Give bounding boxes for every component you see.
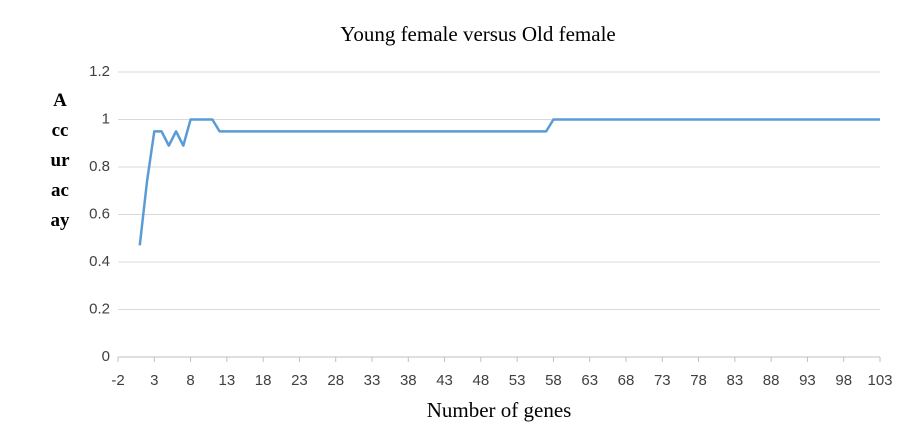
x-tick-label: 28	[327, 372, 344, 389]
x-tick-label: 3	[150, 372, 158, 389]
x-tick-label: 53	[509, 372, 526, 389]
x-tick-label: 58	[545, 372, 562, 389]
y-tick-label: 0.2	[89, 300, 110, 317]
x-axis-label: Number of genes	[427, 398, 572, 422]
data-line	[138, 118, 880, 246]
x-tick-label: 93	[799, 372, 816, 389]
x-tick-label: 33	[364, 372, 381, 389]
x-tick-label: 78	[690, 372, 707, 389]
x-tick-label: 18	[255, 372, 272, 389]
x-tick-label: 88	[763, 372, 780, 389]
y-tick-label: 0.6	[89, 205, 110, 222]
x-tick-label: 98	[835, 372, 852, 389]
x-tick-label: 73	[654, 372, 671, 389]
x-tick-label: -2	[111, 372, 124, 389]
y-axis-label: Accuracay	[50, 90, 70, 231]
y-tick-label: 1	[102, 110, 110, 127]
y-tick-label: 0.8	[89, 158, 110, 175]
x-tick-label: 103	[867, 372, 892, 389]
x-tick-label: 63	[581, 372, 598, 389]
x-tick-label: 38	[400, 372, 417, 389]
x-tick-label: 48	[473, 372, 490, 389]
x-tick-label: 43	[436, 372, 453, 389]
y-tick-label: 1.2	[89, 63, 110, 80]
y-tick-label: 0	[102, 348, 110, 365]
x-tick-label: 8	[186, 372, 194, 389]
x-tick-label: 83	[727, 372, 744, 389]
chart-title: Young female versus Old female	[340, 22, 615, 46]
x-tick-label: 13	[219, 372, 236, 389]
y-tick-label: 0.4	[89, 253, 110, 270]
x-tick-label: 68	[618, 372, 635, 389]
x-tick-label: 23	[291, 372, 308, 389]
